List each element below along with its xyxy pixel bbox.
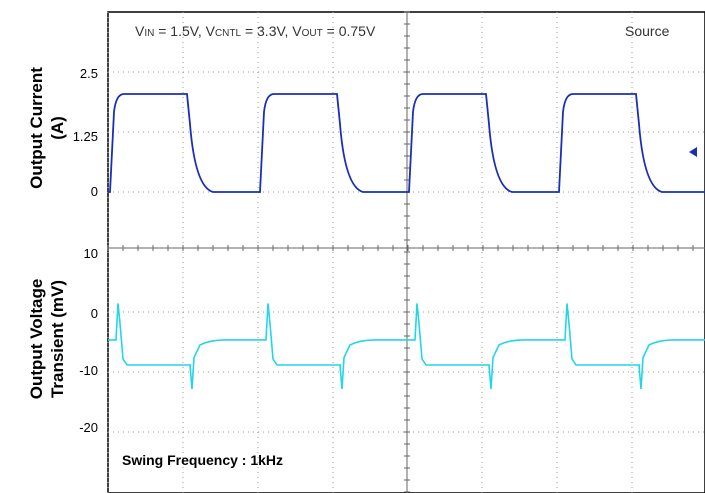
cond-in-sub: IN [144, 28, 154, 39]
output-current-trace [108, 93, 705, 193]
ytick-2-5: 2.5 [80, 66, 98, 81]
cond-v1: V [135, 23, 145, 39]
bottom-ylabel-line2: Transient (mV) [48, 280, 67, 398]
bottom-ylabel-line1: Output Voltage [27, 279, 46, 400]
bottom-panel-ylabel: Output Voltage Transient (mV) [27, 279, 67, 400]
scope-grid [107, 11, 705, 493]
bottom-ytick-labels: 10 0 -10 -20 [79, 246, 98, 435]
swing-frequency-label: Swing Frequency : 1kHz [122, 452, 283, 468]
cond-v2: = 1.5V, V [154, 23, 215, 39]
cond-cntl-sub: CNTL [215, 28, 242, 39]
cond-out-sub: OUT [302, 28, 323, 39]
conditions-label: VIN = 1.5V, VCNTL = 3.3V, VOUT = 0.75V [135, 23, 376, 39]
ytick-minus-10: -10 [79, 363, 98, 378]
top-panel-ylabel: Output Current (A) [27, 67, 67, 189]
top-ylabel-line1: Output Current [27, 67, 46, 189]
ytick-minus-20: -20 [79, 420, 98, 435]
cond-v3: = 3.3V, V [241, 23, 302, 39]
ytick-1-25: 1.25 [73, 129, 98, 144]
output-voltage-trace [108, 303, 705, 390]
top-ytick-labels: 2.5 1.25 0 [73, 66, 98, 199]
ytick-10: 10 [84, 246, 98, 261]
top-ylabel-line2: (A) [48, 116, 67, 140]
cond-v4: = 0.75V [323, 23, 376, 39]
ytick-0-voltage: 0 [91, 306, 98, 321]
source-label: Source [625, 23, 670, 39]
channel-marker-arrow-icon [689, 147, 697, 157]
ytick-0-current: 0 [91, 184, 98, 199]
